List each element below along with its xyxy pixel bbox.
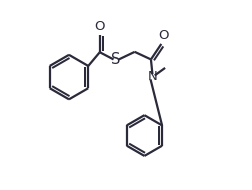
Text: N: N bbox=[147, 70, 157, 83]
Text: S: S bbox=[111, 52, 120, 67]
Text: O: O bbox=[94, 20, 105, 33]
Text: O: O bbox=[157, 29, 168, 42]
